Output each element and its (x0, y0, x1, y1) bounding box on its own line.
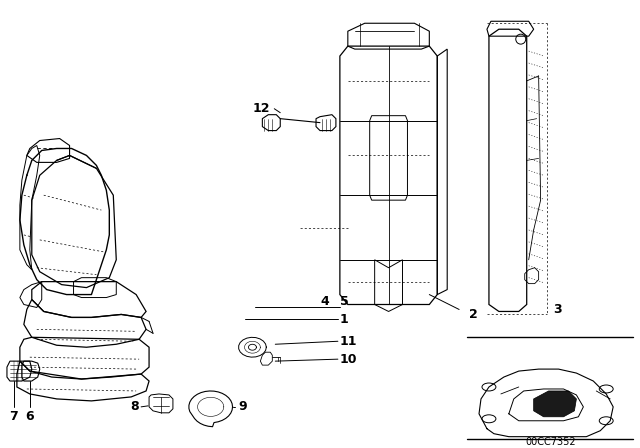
Text: 2: 2 (469, 308, 478, 321)
Text: 1: 1 (340, 313, 349, 326)
Text: 8: 8 (131, 401, 139, 414)
Text: 5: 5 (340, 295, 349, 308)
Text: 3: 3 (554, 303, 562, 316)
Text: 7: 7 (10, 410, 19, 423)
Text: 11: 11 (340, 335, 357, 348)
Polygon shape (534, 391, 577, 417)
Text: 00CC7352: 00CC7352 (525, 437, 576, 447)
Text: 4: 4 (320, 295, 329, 308)
Text: 10: 10 (340, 353, 357, 366)
Text: 9: 9 (239, 401, 247, 414)
Text: 12: 12 (253, 102, 270, 115)
Text: 6: 6 (26, 410, 34, 423)
